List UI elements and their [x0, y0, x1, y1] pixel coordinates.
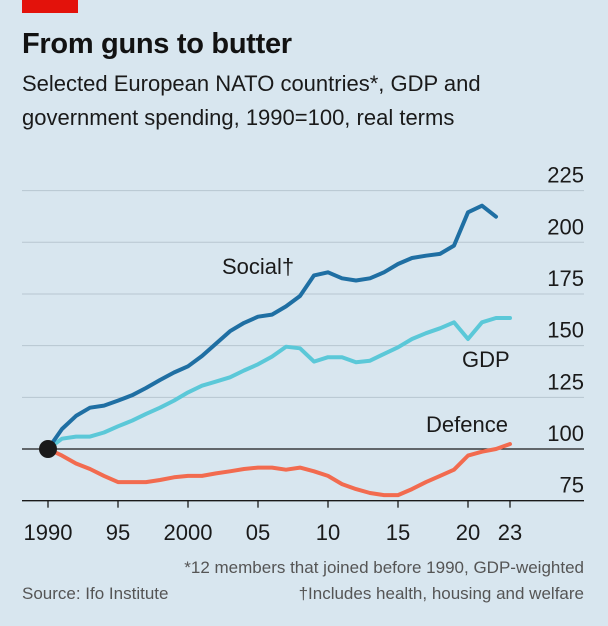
- base-year-marker: [39, 440, 57, 458]
- x-tick-label: 23: [498, 520, 522, 545]
- series-label: Social†: [222, 254, 294, 279]
- y-tick-label: 175: [547, 266, 584, 291]
- x-tick-label: 95: [106, 520, 130, 545]
- series-line-gdp: [46, 316, 512, 451]
- series-line-defence: [46, 442, 512, 498]
- brand-red-bar: [22, 0, 78, 13]
- series-label: GDP: [462, 347, 510, 372]
- series-label: Defence: [426, 412, 508, 437]
- series-line-social: [46, 203, 498, 451]
- footnote-members: *12 members that joined before 1990, GDP…: [184, 558, 584, 577]
- y-tick-label: 150: [547, 318, 584, 343]
- y-tick-label: 100: [547, 421, 584, 446]
- chart-subtitle-line1: Selected European NATO countries*, GDP a…: [22, 71, 481, 96]
- y-tick-label: 75: [560, 473, 584, 498]
- x-tick-label: 10: [316, 520, 340, 545]
- x-tick-label: 05: [246, 520, 270, 545]
- x-tick-label: 20: [456, 520, 480, 545]
- y-tick-label: 200: [547, 214, 584, 239]
- footnote-social: †Includes health, housing and welfare: [298, 584, 584, 603]
- x-tick-label: 1990: [24, 520, 73, 545]
- source-note: Source: Ifo Institute: [22, 584, 169, 603]
- y-tick-label: 125: [547, 369, 584, 394]
- y-tick-label: 225: [547, 163, 584, 188]
- chart-subtitle-line2: government spending, 1990=100, real term…: [22, 105, 455, 130]
- chart-title: From guns to butter: [22, 28, 292, 60]
- x-tick-label: 2000: [164, 520, 213, 545]
- x-tick-label: 15: [386, 520, 410, 545]
